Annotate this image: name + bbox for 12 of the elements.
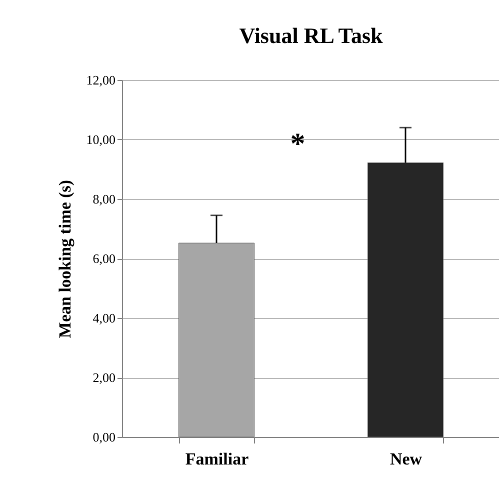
y-tick-label: 2,00: [92, 370, 116, 385]
x-tick-label: New: [390, 450, 423, 468]
x-tick-label: Familiar: [185, 450, 250, 468]
annotation: *: [290, 127, 306, 160]
y-tick-label: 8,00: [92, 192, 116, 206]
y-axis-title: Mean looking time (s): [55, 180, 74, 338]
y-tick-label: 0,00: [92, 430, 116, 444]
y-tick-label: 12,00: [86, 72, 116, 88]
y-tick-label: 6,00: [92, 251, 116, 266]
y-tick-label: 4,00: [92, 310, 116, 326]
chart-title: Visual RL Task: [239, 23, 384, 48]
y-tick-label: 10,00: [86, 132, 116, 147]
